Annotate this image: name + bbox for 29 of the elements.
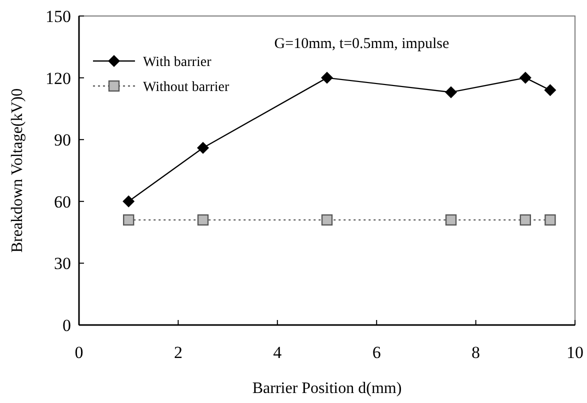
point <box>197 214 209 226</box>
x-tick-label: 0 <box>74 343 84 362</box>
point <box>445 86 457 98</box>
legend-label: With barrier <box>143 54 212 70</box>
y-tick-label: 60 <box>54 192 71 212</box>
y-tick-label: 120 <box>46 68 71 88</box>
x-axis-title: Barrier Position d(mm) <box>252 380 402 397</box>
y-tick-label: 90 <box>54 130 71 150</box>
point <box>197 142 209 154</box>
point <box>544 214 556 226</box>
point <box>519 72 532 84</box>
y-axis-title: Breakdown Voltage(kV)0 <box>9 88 26 253</box>
point <box>122 195 135 208</box>
x-tick-label: 10 <box>566 343 584 362</box>
point <box>544 84 556 96</box>
y-tick-label: 150 <box>46 6 71 26</box>
legend-label: Without barrier <box>143 80 230 95</box>
x-tick-label: 4 <box>273 343 282 362</box>
point <box>520 214 531 226</box>
point <box>321 214 333 226</box>
x-tick-label: 8 <box>472 343 480 362</box>
point <box>123 214 134 226</box>
point <box>321 72 333 84</box>
point <box>445 214 457 226</box>
annotation: G=10mm, t=0.5mm, impulse <box>274 36 450 52</box>
x-tick-label: 6 <box>372 343 381 362</box>
y-tick-label: 0 <box>62 316 71 335</box>
x-tick-label: 2 <box>174 343 182 362</box>
y-tick-label: 30 <box>54 254 71 274</box>
